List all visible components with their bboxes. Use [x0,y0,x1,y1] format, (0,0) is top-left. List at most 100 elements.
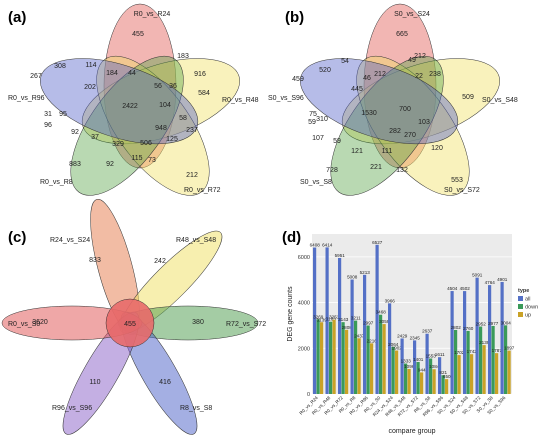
bar-value-label: 1787 [492,348,503,353]
bar-down [429,358,433,394]
bar-value-label: 6527 [372,240,383,245]
bar-all [388,303,392,394]
venn-a-count: 948 [155,125,167,132]
legend-swatch-all [518,296,523,301]
bar-value-label: 4764 [485,280,496,285]
bar-value-label: 3163 [326,317,337,322]
bar-up [320,322,324,394]
venn-c-set-label: R24_vs_S24 [50,237,90,244]
venn-c-core [105,298,155,348]
venn-b-ellipse-1 [341,58,500,145]
bar-value-label: 1611 [435,352,445,357]
venn-a-count: 95 [59,111,67,118]
bar-y-tick-label: 4000 [298,301,310,307]
bar-x-axis-label: compare group [388,428,435,435]
venn-b-set-label: S0_vs_S72 [444,187,480,194]
venn-a-set-label: R0_vs_R8 [40,179,73,186]
legend-label-up: up [525,313,531,319]
venn-a-ellipse-0 [103,3,177,169]
venn-a-count: 202 [84,84,96,91]
bar-all [313,247,317,394]
venn-a-count: 506 [140,140,152,147]
venn-c-count: 833 [89,257,101,264]
venn-b-count: 282 [389,128,401,135]
bar-value-label: 5213 [360,270,371,275]
bar-all [400,338,404,394]
venn-c-set-label: R72_vs_S72 [226,321,266,328]
venn-a-count: 184 [106,70,118,77]
bar-value-label: 5091 [472,273,483,278]
bar-value-label: 4502 [460,286,471,291]
bar-value-label: 2216 [367,338,378,343]
venn-c-set-label: R96_vs_S96 [52,405,92,412]
venn-b-ellipse-4 [300,58,459,145]
bar-down [366,325,370,394]
bar-all [463,291,467,394]
bar-value-label: 3143 [338,317,349,322]
bar-all [350,279,354,394]
bar-value-label: 5951 [335,253,346,258]
venn-a-count: 104 [159,102,171,109]
bar-value-label: 2977 [488,321,499,326]
legend-swatch-up [518,312,523,317]
bar-all [425,333,429,394]
bar-value-label: 6408 [310,243,321,248]
bar-y-tick-label: 0 [307,392,310,398]
bar-value-label: 1902 [392,346,403,351]
venn-c-petals [1,198,259,435]
venn-b-ellipse-2 [356,55,470,196]
bar-value-label: 1897 [504,346,515,351]
bar-up [507,350,511,394]
venn-c-set-label: R0_vs_S0 [8,321,40,328]
bar-down [416,361,420,394]
bar-up [432,369,436,394]
venn-a-count: 56 [154,83,162,90]
bar-all [488,285,492,394]
bar-value-label: 3966 [385,298,396,303]
venn-c-set-label: R8_vs_S8 [180,405,212,412]
venn-b-count: 46 [363,75,371,82]
venn-b-ellipses [300,3,500,196]
bar-all [413,340,417,394]
venn-c-set-label: R48_vs_S48 [176,237,216,244]
bar-y-tick-label: 6000 [298,255,310,261]
venn-b-count: 59 [333,138,341,145]
venn-a-count: 237 [186,127,198,134]
bar-y-axis-label: DEG gene counts [287,286,294,342]
bar-value-label: 3059 [379,319,390,324]
bar-value-label: 2760 [463,326,474,331]
bar-x-ticks: R0_vs_R24R0_vs_R48R0_vs_R72R0_vs_R8R0_vs… [298,395,506,417]
venn-a-set-label: R0_vs_R24 [134,11,171,18]
bar-value-label: 1333 [401,359,412,364]
bar-value-label: 3139 [317,317,328,322]
bar-up [420,372,424,394]
bar-all [475,277,479,394]
venn-a-count: 584 [198,90,210,97]
bar-value-label: 1401 [413,357,424,362]
panel-a: (a) R0_vs_R24 R0_vs_R48 R0_vs_R72 R0_vs_R8 R… [8,3,259,196]
venn-a-count: 58 [179,115,187,122]
venn-a-count: 883 [69,161,81,168]
venn-b-count: 728 [326,167,338,174]
bar-down [391,346,395,394]
venn-b-set-label: S0_vs_S8 [300,179,332,186]
venn-b-count: 459 [292,76,304,83]
bar-down [466,330,470,394]
bar-all [375,244,379,394]
bar-up [382,324,386,394]
bar-value-label: 6414 [322,242,333,247]
bar-up [345,329,349,394]
venn-b-ellipse-0 [363,3,437,169]
venn-b-set-label: S0_vs_S96 [268,95,304,102]
venn-c-count: 455 [124,321,136,328]
venn-c-count: 242 [154,258,166,265]
venn-a-set-label: R0_vs_R48 [222,97,259,104]
venn-a-count: 37 [91,134,99,141]
bar-value-label: 2997 [363,320,374,325]
venn-b-count: 49 [408,57,416,64]
bar-all [338,257,342,394]
venn-a-count: 267 [30,73,42,80]
venn-b-count: 120 [431,145,443,152]
